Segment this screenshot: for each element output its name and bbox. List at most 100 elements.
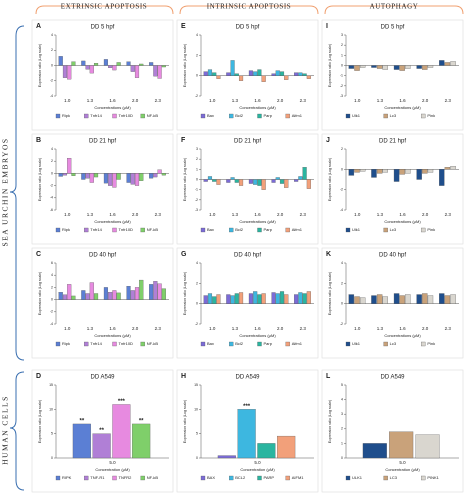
legend-swatch — [345, 341, 351, 347]
x-tick-label: 2.3 — [300, 212, 307, 217]
bar — [439, 293, 445, 304]
legend-swatch — [257, 341, 262, 347]
bar — [108, 173, 113, 186]
significance-mark: *** — [118, 399, 126, 405]
x-tick-label: 2.0 — [132, 212, 139, 217]
bar — [161, 65, 166, 68]
y-tick-label: -2 — [195, 198, 198, 202]
bar — [149, 284, 154, 300]
y-axis-label: Expression ratio (Log scale) — [38, 272, 42, 315]
x-tick-label: 1.3 — [232, 326, 239, 331]
legend-swatch — [421, 113, 426, 119]
bar — [157, 283, 162, 300]
x-tick-label: 1.0 — [209, 98, 216, 103]
panel-frame — [31, 247, 174, 359]
x-axis-label: Concentration (μM) — [385, 467, 420, 472]
bar — [112, 65, 117, 71]
bar — [284, 294, 289, 304]
bar — [216, 75, 221, 79]
x-tick-label: 1.3 — [232, 98, 239, 103]
x-tick-label: 1.3 — [377, 98, 384, 103]
legend-label: Ripk — [62, 227, 70, 232]
legend-label: Parp — [264, 341, 273, 346]
y-axis-label: Expression ratio (Log scale) — [183, 158, 187, 201]
legend-swatch — [84, 341, 89, 347]
bar — [376, 65, 383, 69]
panel-title: DD 40 hpf — [234, 253, 261, 259]
legend-label: Aifm1 — [292, 113, 303, 118]
bar — [439, 169, 445, 186]
legend-label: Ulk1 — [352, 113, 361, 118]
legend-swatch — [84, 113, 89, 119]
bar — [393, 169, 400, 182]
panel-title: DD A549 — [380, 375, 405, 381]
bar — [153, 173, 158, 178]
bar — [67, 157, 72, 174]
bar — [294, 294, 299, 304]
bar — [212, 296, 217, 304]
panel-title: DD 21 hpf — [234, 139, 261, 145]
bar — [359, 169, 366, 172]
panel-title: DD A549 — [90, 375, 115, 381]
y-tick-label: -3 — [195, 208, 198, 212]
x-tick-label: 2.3 — [155, 98, 162, 103]
bar — [348, 65, 355, 69]
x-tick-label: 1.6 — [109, 212, 116, 217]
significance-mark: ** — [99, 428, 104, 434]
bar — [116, 292, 121, 300]
bar — [103, 173, 108, 184]
x-tick-label: 1.6 — [254, 212, 261, 217]
bar — [216, 179, 221, 185]
bar — [134, 287, 140, 300]
x-tick-label: 1.3 — [377, 326, 384, 331]
bar — [89, 282, 94, 300]
y-tick-label: 4 — [341, 398, 343, 402]
bar — [93, 63, 99, 66]
x-tick-label: 1.0 — [64, 326, 71, 331]
legend-label: Bcl2 — [235, 341, 244, 346]
legend-label: Bax — [207, 113, 214, 118]
legend-label: Pink — [427, 227, 435, 232]
legend-swatch — [285, 227, 290, 233]
x-axis-label: Concentrations (μM) — [384, 219, 421, 224]
bar — [389, 431, 414, 459]
bar — [126, 61, 131, 66]
panel-label: J — [326, 137, 330, 144]
bar — [422, 169, 428, 174]
bar — [212, 179, 217, 182]
bar — [277, 435, 296, 459]
panel-label: F — [181, 137, 186, 144]
bar — [298, 72, 303, 76]
legend-label: Tnfr10D — [119, 113, 134, 118]
x-tick-label: 2.3 — [445, 212, 452, 217]
legend-swatch — [200, 227, 206, 233]
bar — [399, 65, 405, 71]
bar — [253, 291, 258, 304]
x-tick-label: 1.0 — [64, 212, 71, 217]
legend-label: ULK1 — [352, 475, 363, 480]
y-tick-label: 4 — [51, 33, 53, 37]
x-tick-label: 1.6 — [399, 212, 406, 217]
bar — [294, 72, 299, 76]
x-tick-label: 2.0 — [422, 98, 429, 103]
legend-swatch — [140, 475, 145, 481]
bar — [103, 59, 108, 66]
x-tick-label: 5.0 — [109, 460, 116, 465]
legend-label: NF-kB — [147, 475, 159, 480]
bar — [382, 169, 388, 173]
bar — [149, 173, 154, 179]
bar — [371, 65, 377, 68]
bar — [234, 293, 239, 304]
panel-label: K — [326, 251, 331, 258]
y-tick-label: -1 — [195, 188, 198, 192]
y-tick-label: 2 — [51, 48, 53, 52]
legend-swatch — [55, 475, 61, 481]
x-tick-label: 1.0 — [354, 212, 361, 217]
legend-label: Pink — [427, 341, 435, 346]
legend-label: NF-kB — [147, 341, 159, 346]
bar — [306, 291, 311, 304]
legend-label: AIFM1 — [292, 475, 305, 480]
bar — [71, 295, 76, 300]
bar — [157, 169, 162, 174]
bar — [89, 65, 94, 74]
